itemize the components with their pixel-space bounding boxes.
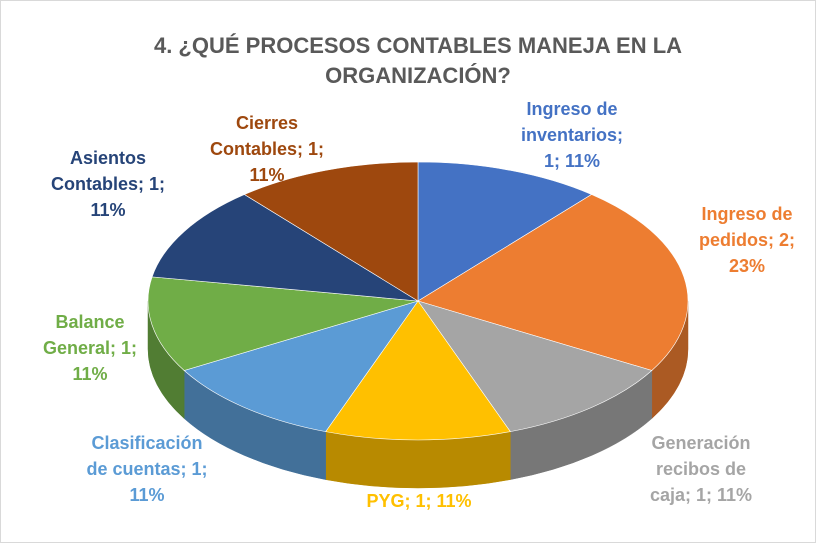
- pie-slice: [417, 300, 653, 432]
- data-label: Clasificación de cuentas; 1; 11%: [86, 433, 207, 505]
- pie-slice: [151, 194, 419, 302]
- pie-slice: [183, 300, 419, 432]
- data-label: Cierres Contables; 1; 11%: [210, 113, 324, 185]
- pie-slice: [243, 161, 419, 302]
- pie-slice: [325, 300, 511, 441]
- data-label: Ingreso de pedidos; 2; 23%: [699, 204, 795, 276]
- data-label: Balance General; 1; 11%: [43, 312, 137, 384]
- data-label: Generación recibos de caja; 1; 11%: [650, 433, 752, 505]
- chart-title: 4. ¿QUÉ PROCESOS CONTABLES MANEJA EN LA O…: [154, 33, 682, 88]
- pie-slice: [417, 161, 593, 302]
- data-label: PYG; 1; 11%: [366, 491, 471, 511]
- pie-sides: [147, 300, 689, 489]
- data-label: Ingreso de inventarios; 1; 11%: [521, 99, 623, 171]
- pie-slice: [147, 276, 419, 371]
- pie-slice: [417, 194, 689, 371]
- data-label: Asientos Contables; 1; 11%: [51, 148, 165, 220]
- pie-slices: [147, 161, 689, 441]
